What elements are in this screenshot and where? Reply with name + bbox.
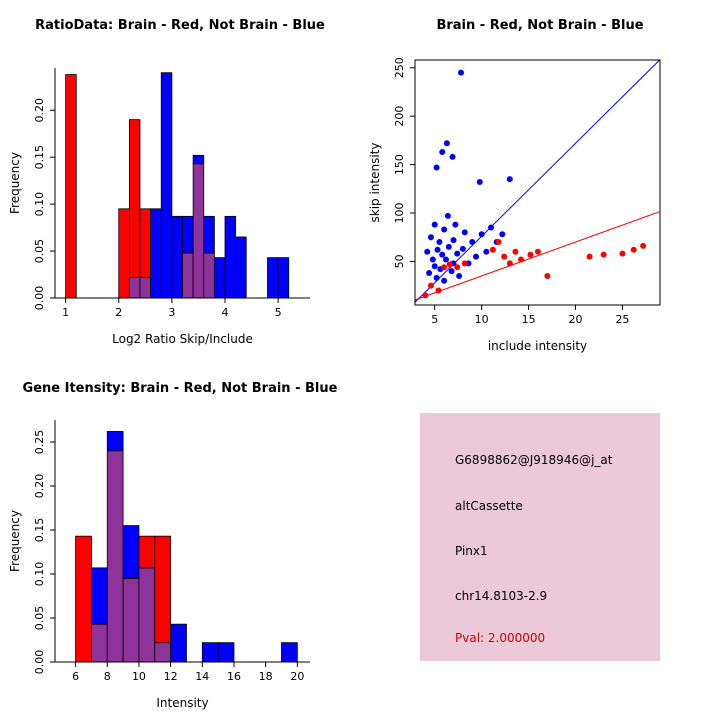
x-tick-label: 20	[569, 313, 583, 326]
x-tick-label: 3	[168, 306, 175, 319]
ratio-histogram-chart: 1 2 3 4 5 0.00 0.05 0.10 0.15 0.20 Log2 Ratio Skip…	[8, 68, 310, 346]
intensity-scatter-chart: 5 10 15 20 25 50 100 150 200 250 include intensity…	[368, 57, 661, 353]
y-tick-label: 200	[393, 106, 406, 127]
y-tick-label: 0.05	[33, 606, 46, 631]
y-tick-label: 0.15	[33, 518, 46, 543]
scatter-title: Brain - Red, Not Brain - Blue	[436, 18, 644, 33]
y-tick-label: 100	[393, 203, 406, 224]
y-axis-label: Frequency	[8, 152, 22, 214]
y-tick-label: 50	[393, 254, 406, 268]
x-tick-label: 14	[195, 670, 209, 683]
x-axis-label: include intensity	[488, 339, 587, 353]
x-tick-label: 10	[132, 670, 146, 683]
event-type-text: altCassette	[455, 499, 523, 513]
x-tick-label: 16	[227, 670, 241, 683]
gene-name-text: Pinx1	[455, 544, 488, 558]
x-tick-label: 2	[115, 306, 122, 319]
y-tick-label: 150	[393, 154, 406, 175]
x-tick-label: 12	[164, 670, 178, 683]
histogram-bars	[65, 72, 290, 299]
x-tick-label: 15	[522, 313, 536, 326]
gene-info-box: G6898862@J918946@j_at altCassette Pinx1 …	[420, 413, 660, 661]
x-tick-label: 10	[475, 313, 489, 326]
y-axis-label: Frequency	[8, 510, 22, 572]
histogram-bars	[75, 431, 298, 663]
x-tick-label: 1	[62, 306, 69, 319]
x-tick-label: 6	[72, 670, 79, 683]
x-tick-label: 5	[275, 306, 282, 319]
y-tick-label: 0.10	[33, 192, 46, 217]
gene-histogram-title: Gene Itensity: Brain - Red, Not Brain - …	[22, 381, 338, 396]
y-tick-label: 0.05	[33, 239, 46, 264]
scatter-points	[422, 69, 647, 299]
x-tick-label: 5	[431, 313, 438, 326]
ratio-histogram-title: RatioData: Brain - Red, Not Brain - Blue	[35, 18, 325, 33]
y-tick-label: 250	[393, 57, 406, 78]
y-axis-label: skip intensity	[368, 143, 382, 223]
x-axis-label: Log2 Ratio Skip/Include	[112, 332, 253, 346]
pval-text: Pval: 2.000000	[455, 631, 546, 645]
x-tick-label: 8	[104, 670, 111, 683]
probe-id-text: G6898862@J918946@j_at	[455, 453, 613, 467]
y-tick-label: 0.10	[33, 562, 46, 587]
location-text: chr14.8103-2.9	[455, 589, 548, 603]
y-tick-label: 0.00	[33, 286, 46, 311]
y-tick-label: 0.20	[33, 98, 46, 123]
plot-axes	[50, 68, 310, 303]
x-tick-label: 18	[259, 670, 273, 683]
x-tick-label: 4	[222, 306, 229, 319]
x-axis-label: Intensity	[156, 696, 208, 710]
gene-intensity-histogram-chart: 6 8 10 12 14 16 18 20 0.00 0.05 0.10 0.15 0.20 0.25 In…	[8, 420, 310, 710]
y-tick-label: 0.25	[33, 430, 46, 455]
y-tick-label: 0.00	[33, 650, 46, 675]
plot-box-axes	[410, 59, 661, 310]
x-tick-label: 25	[615, 313, 629, 326]
y-tick-label: 0.20	[33, 474, 46, 499]
y-tick-label: 0.15	[33, 145, 46, 170]
x-tick-label: 20	[290, 670, 304, 683]
plot-axes	[50, 420, 310, 667]
